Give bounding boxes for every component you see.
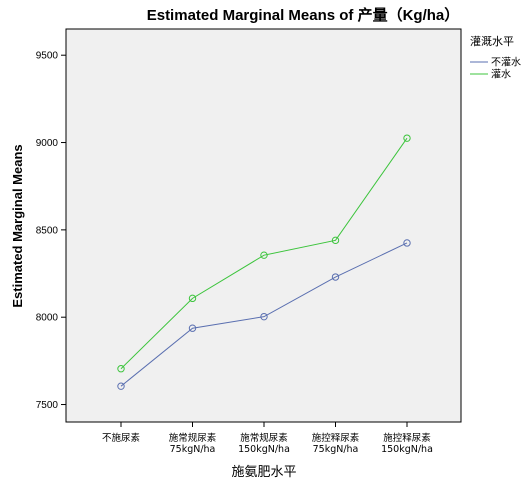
y-tick-label: 8000: [36, 313, 59, 324]
data-point: [403, 239, 411, 247]
x-axis: 不施尿素 施常规尿素75kgN/ha施常规尿素150kgN/ha施控释尿素75kg…: [102, 422, 433, 455]
x-tick-label-line2: 150kgN/ha: [381, 444, 433, 455]
data-point: [117, 365, 125, 373]
series-line-1: [120, 242, 408, 387]
data-point: [260, 251, 268, 259]
x-tick-label: 施常规尿素: [240, 432, 288, 444]
series-layer: [117, 134, 411, 390]
legend-entry-label: 灌水: [491, 69, 511, 81]
x-tick-label: 施控释尿素: [383, 432, 431, 444]
y-axis-label: Estimated Marginal Means: [10, 144, 25, 307]
x-axis-label: 施氨肥水平: [231, 465, 296, 480]
x-tick-label-line2: 75kgN/ha: [313, 444, 359, 455]
data-point: [260, 312, 268, 321]
data-point: [331, 273, 340, 281]
chart-title: Estimated Marginal Means of 产量（Kg/ha）: [147, 6, 460, 24]
x-tick-label: 不施尿素: [102, 432, 141, 444]
data-point: [117, 382, 125, 390]
x-tick-label-line2: 150kgN/ha: [238, 444, 290, 455]
x-tick-label: 施常规尿素: [169, 432, 217, 444]
y-axis: 7500 8000 8500 9000 9500: [36, 51, 66, 411]
data-point: [331, 236, 340, 245]
y-tick-label: 7500: [36, 400, 59, 411]
plot-area: [65, 28, 462, 423]
x-tick-label: 施控释尿素: [312, 432, 360, 444]
legend-entry-label: 不灌水: [491, 57, 521, 69]
data-point: [188, 294, 197, 303]
x-tick-label-line2: 75kgN/ha: [170, 444, 216, 455]
data-point: [403, 134, 411, 142]
series-line-2: [120, 137, 408, 370]
legend-title: 灌溉水平: [470, 35, 514, 48]
y-tick-label: 8500: [36, 225, 59, 236]
y-tick-label: 9000: [36, 138, 59, 149]
data-point: [188, 324, 197, 332]
y-tick-label: 9500: [36, 51, 59, 62]
